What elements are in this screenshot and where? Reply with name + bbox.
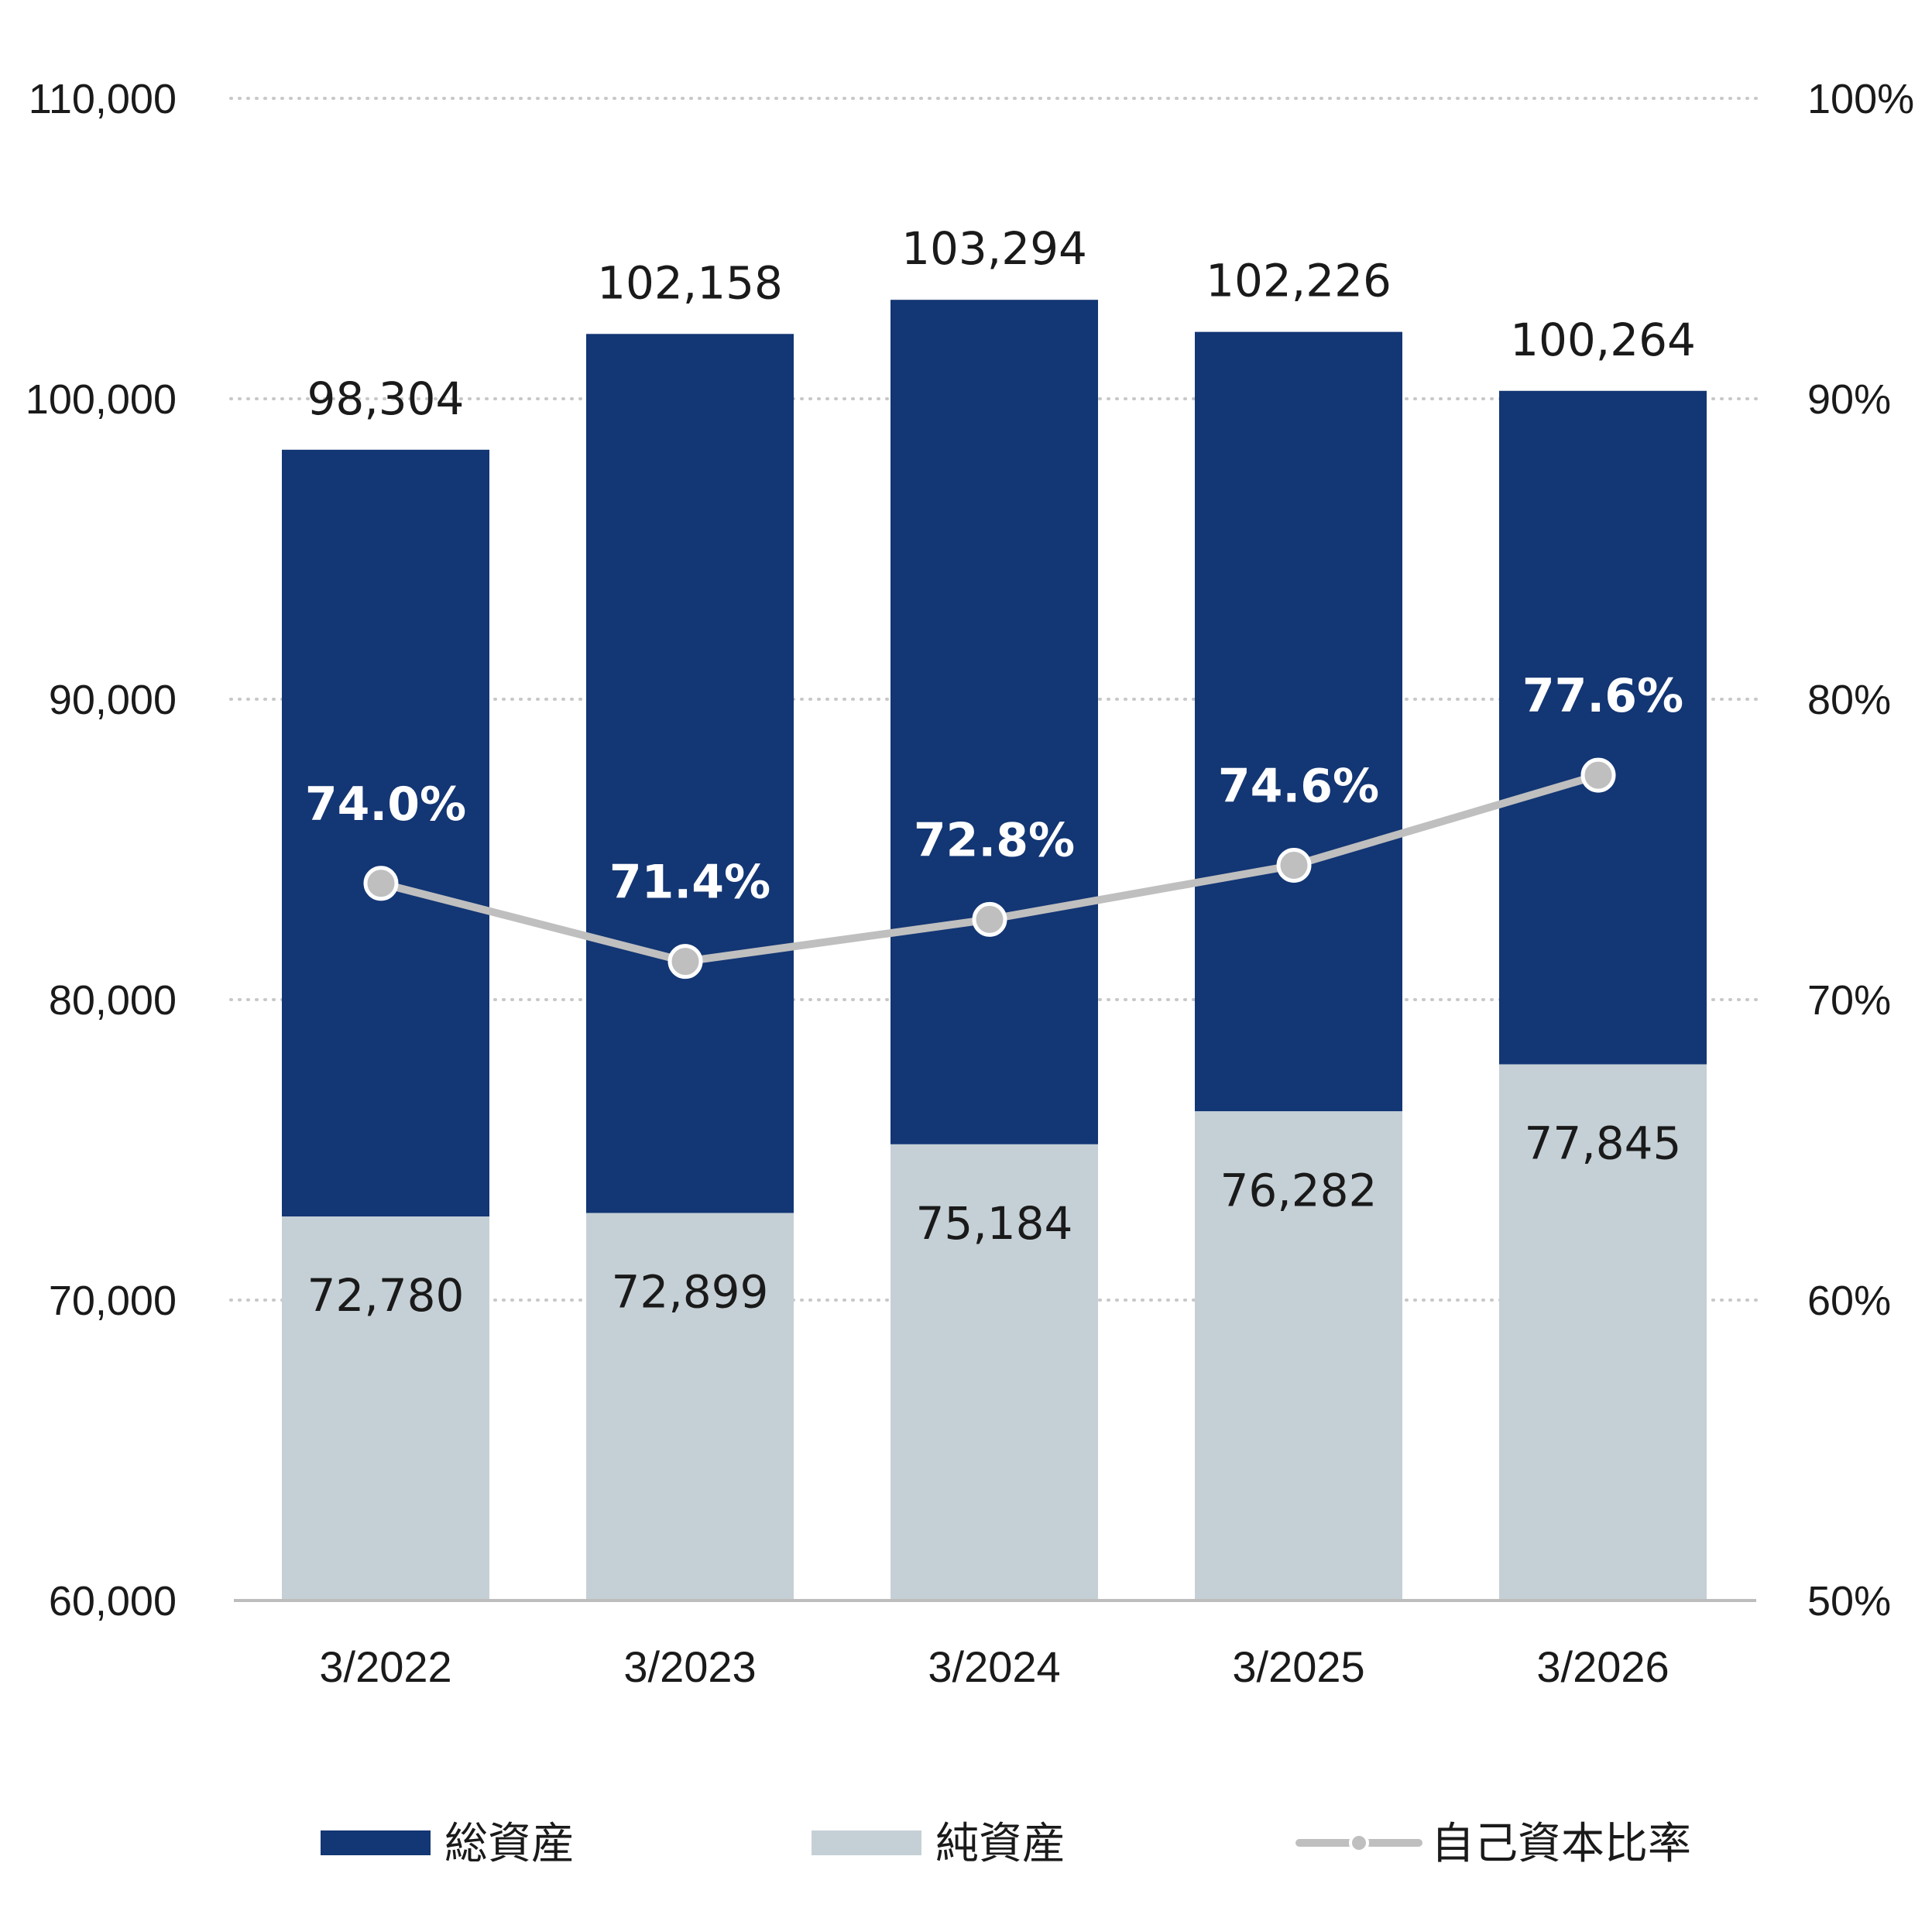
bar-total-assets [891,300,1098,1144]
legend-swatch-net-assets [812,1830,921,1855]
legend-label-net-assets: 純資産 [935,1819,1066,1869]
ratio-point [667,944,703,980]
ratio-point [363,866,399,901]
x-tick-label: 3/2023 [623,1642,756,1691]
y-left-tick-label: 90,000 [49,677,177,723]
x-tick-label: 3/2022 [319,1642,451,1691]
bar-net-assets [282,1216,489,1601]
total-value-label: 102,158 [597,256,783,309]
net-value-label: 75,184 [916,1197,1073,1250]
bars [282,300,1707,1601]
y-right-tick-label: 50% [1807,1578,1891,1625]
net-value-label: 76,282 [1220,1164,1378,1216]
legend-swatch-total-assets [321,1830,431,1855]
y-left-tick-label: 80,000 [49,977,177,1024]
bar-net-assets [891,1144,1098,1601]
y-right-tick-label: 80% [1807,677,1891,723]
x-tick-label: 3/2026 [1536,1642,1669,1691]
bar-total-assets [1499,390,1707,1065]
ratio-value-label: 77.6% [1522,669,1683,723]
total-value-label: 98,304 [307,372,465,425]
y-right-tick-label: 90% [1807,376,1891,423]
bar-net-assets [1499,1064,1707,1601]
ratio-value-label: 72.8% [914,813,1075,867]
y-left-tick-label: 110,000 [29,76,177,122]
ratio-point [1580,757,1616,793]
y-left-tick-label: 100,000 [26,376,177,423]
ratio-value-label: 74.0% [305,777,466,832]
net-value-label: 72,780 [307,1269,465,1322]
bar-net-assets [1195,1111,1402,1601]
bar-net-assets [586,1213,794,1601]
net-value-label: 77,845 [1525,1117,1682,1170]
ratio-value-label: 74.6% [1218,760,1379,814]
bar-total-assets [1195,331,1402,1112]
ratio-point [972,901,1007,937]
tick-labels: 60,000 50% 70,000 60% 80,000 70% 90,000 80% 100,… [26,76,1914,1691]
ratio-line [363,757,1616,980]
y-right-tick-label: 100% [1807,76,1914,122]
y-right-tick-label: 60% [1807,1278,1891,1324]
legend-label-equity-ratio: 自己資本比率 [1431,1819,1691,1869]
total-value-label: 103,294 [901,222,1087,275]
legend: 総資産 純資産 自己資本比率 [321,1819,1691,1869]
bar-total-assets [282,449,489,1217]
legend-swatch-ratio-point [1349,1833,1369,1853]
total-value-label: 100,264 [1510,314,1696,366]
ratio-value-label: 71.4% [609,856,770,910]
x-tick-label: 3/2024 [928,1642,1060,1691]
x-tick-label: 3/2025 [1232,1642,1364,1691]
bar-total-assets [586,334,794,1213]
total-value-label: 102,226 [1206,255,1392,307]
data-labels: 98,304 72,780 102,158 72,899 103,294 75,184 10… [305,222,1696,1322]
y-right-tick-label: 70% [1807,977,1891,1024]
ratio-point [1276,848,1312,883]
y-left-tick-label: 60,000 [49,1578,177,1625]
y-left-tick-label: 70,000 [49,1278,177,1324]
legend-label-total-assets: 総資産 [444,1819,575,1869]
net-value-label: 72,899 [612,1266,769,1319]
